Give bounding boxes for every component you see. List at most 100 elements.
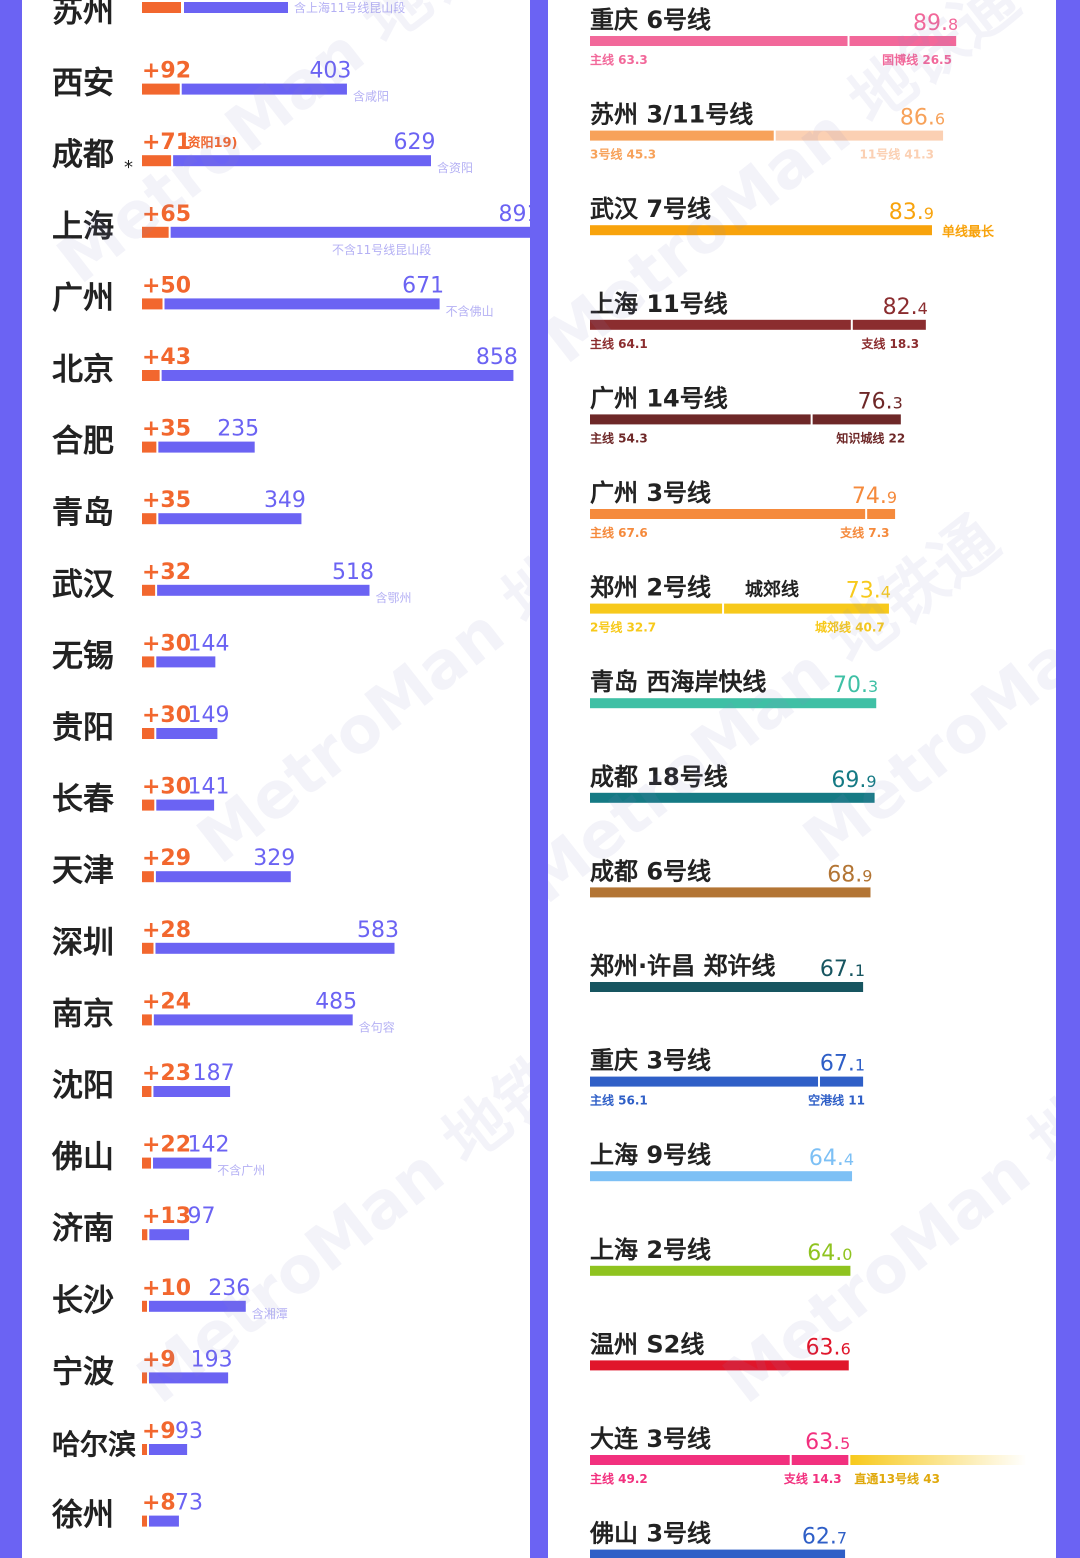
increase-bar [142, 1014, 152, 1026]
segment-bar [590, 1455, 790, 1465]
segment-label: 主线 67.6 [590, 525, 648, 540]
increase-label: +29 [142, 846, 191, 871]
segment-label: 知识城线 22 [835, 430, 905, 445]
increase-label: +30 [142, 631, 191, 656]
total-label: 73 [175, 1491, 203, 1516]
increase-bar [142, 1300, 147, 1312]
increase-label: +92 [142, 59, 191, 84]
increase-bar [142, 1157, 152, 1169]
total-label: 891 [498, 202, 530, 227]
line-name: 苏州 3/11号线 [590, 101, 753, 129]
city-label: 哈尔滨 [52, 1428, 136, 1461]
total-bar [149, 1515, 179, 1527]
increase-label: +13 [142, 1204, 191, 1229]
segment-bar [820, 1076, 864, 1087]
segment-label: 主线 56.1 [590, 1093, 648, 1108]
line-total-label: 64.0 [807, 1241, 852, 1266]
increase-label: +65 [142, 202, 191, 227]
total-bar [184, 2, 288, 13]
total-bar [156, 728, 218, 739]
total-label: 583 [357, 918, 399, 943]
city-label: 沈阳 [52, 1068, 114, 1104]
increase-label: +23 [142, 1061, 191, 1086]
bar-note: 不含广州 [217, 1163, 265, 1178]
total-label: 485 [315, 989, 357, 1014]
segment-bar [590, 603, 723, 614]
segment-bar [867, 509, 896, 519]
total-label: 349 [264, 488, 306, 513]
segment-bar [590, 130, 774, 141]
total-label: 518 [332, 560, 374, 585]
line-name: 郑州·许昌 郑许线 [590, 952, 775, 980]
increase-bar [142, 1444, 147, 1455]
segment-label: 主线 64.1 [590, 336, 648, 351]
segment-bar [590, 698, 877, 709]
city-label: 深圳 [52, 925, 114, 961]
segment-bar [590, 319, 851, 330]
total-bar [149, 1372, 229, 1384]
total-bar [155, 942, 395, 954]
increase-bar [142, 83, 180, 95]
city-label: 武汉 [52, 567, 115, 603]
total-label: 142 [188, 1133, 230, 1158]
city-label: 南京 [52, 996, 114, 1032]
bar-note: 含上海11号线昆山段 [294, 0, 405, 15]
segment-bar [791, 1455, 849, 1465]
segment-bar [590, 1265, 851, 1276]
increase-bar [142, 1372, 147, 1384]
bar-note: 不含佛山 [446, 303, 494, 318]
line-total-label: 82.4 [883, 295, 928, 320]
increase-label: +28 [142, 918, 191, 943]
line-name: 武汉 7号线 [590, 195, 711, 223]
line-total-label: 62.7 [802, 1525, 847, 1550]
city-label: 西安 [52, 66, 114, 102]
segment-bar [590, 1171, 853, 1182]
segment-label: 空港线 11 [808, 1093, 865, 1108]
segment-label: 国博线 26.5 [882, 52, 952, 67]
city-label: 北京 [52, 352, 114, 388]
line-total-label: 63.5 [805, 1430, 850, 1455]
line-suffix: 城郊线 [745, 579, 799, 601]
total-bar [170, 226, 530, 238]
city-label: 青岛 [52, 495, 114, 531]
city-label: 苏州 [52, 0, 114, 30]
total-bar [153, 1014, 353, 1026]
line-total-label: 67.1 [820, 957, 865, 982]
side-note: 单线最长 [942, 224, 995, 240]
segment-bar [812, 414, 901, 425]
total-label: 144 [188, 631, 230, 656]
segment-label: 支线 7.3 [839, 525, 889, 540]
increase-bar [142, 584, 156, 596]
city-label: 贵阳 [52, 710, 114, 746]
city-label: 长春 [52, 782, 114, 818]
line-name: 广州 14号线 [590, 384, 728, 412]
increase-label: +35 [142, 488, 191, 513]
through-bar [850, 1455, 1027, 1465]
bar-note: 含资阳 [437, 160, 473, 175]
increase-bar [142, 1515, 147, 1527]
total-bar [173, 155, 432, 167]
increase-label: +10 [142, 1276, 191, 1301]
total-bar [149, 1300, 246, 1312]
increase-bar [142, 513, 157, 525]
line-name: 温州 S2线 [590, 1330, 704, 1358]
city-label: 宁波 [52, 1354, 114, 1390]
bar-note: 含咸阳 [353, 89, 389, 104]
bar-note: 含鄂州 [376, 590, 412, 605]
city-label: 长沙 [52, 1283, 114, 1319]
segment-bar [775, 130, 944, 141]
segment-bar [590, 792, 875, 803]
extra-label: (资阳19) [182, 135, 238, 151]
segment-bar [590, 1360, 849, 1371]
segment-label: 支线 18.3 [860, 336, 919, 351]
total-bar [156, 656, 216, 668]
increase-label: +43 [142, 345, 191, 370]
line-total-label: 69.9 [831, 768, 876, 793]
line-name: 成都 6号线 [590, 857, 711, 885]
line-total-label: 74.9 [852, 484, 897, 509]
increase-bar [142, 1086, 152, 1097]
segment-bar [849, 36, 957, 46]
asterisk-mark: * [124, 157, 133, 178]
increase-label: +71 [142, 130, 191, 155]
total-label: 149 [188, 703, 230, 728]
